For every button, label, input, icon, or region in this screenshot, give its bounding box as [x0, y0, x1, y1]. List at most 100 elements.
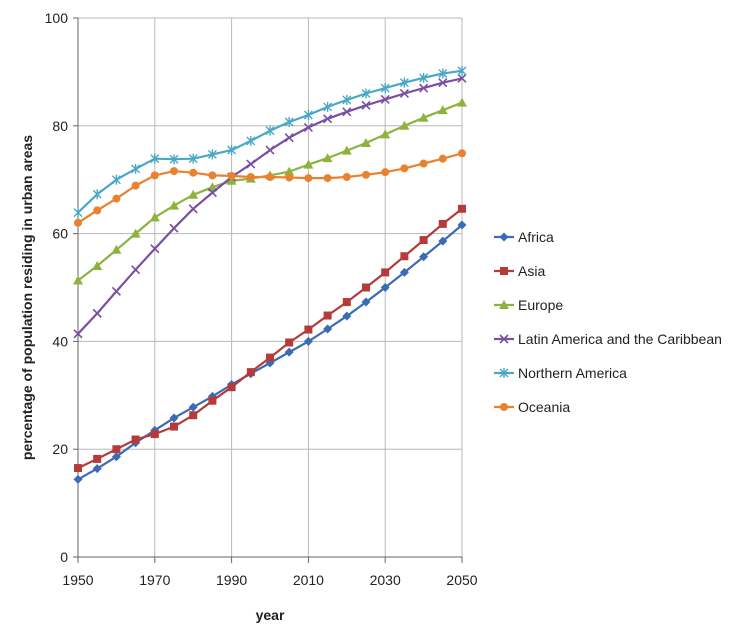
data-point-europe — [457, 97, 467, 107]
data-point-europe — [322, 153, 333, 163]
x-tick-label: 1990 — [216, 572, 247, 588]
data-point-europe — [284, 166, 295, 176]
legend-swatch-marker — [499, 232, 509, 242]
y-tick-label: 60 — [52, 226, 68, 242]
data-point-africa — [399, 267, 409, 277]
data-point-oceania — [458, 149, 466, 158]
data-point-northern-america — [188, 153, 198, 164]
data-point-northern-america — [399, 77, 409, 88]
series-northern-america — [73, 65, 467, 218]
legend: Africa Asia Europe Latin America and the Ca… — [494, 229, 722, 415]
data-point-africa — [111, 452, 121, 462]
data-point-europe — [207, 182, 218, 192]
data-point-asia — [150, 430, 159, 439]
legend-item-oceania: Oceania — [494, 399, 570, 415]
legend-swatch-marker — [499, 300, 509, 309]
data-point-latin-america-and-the-caribbean — [265, 145, 275, 155]
data-point-asia — [170, 422, 178, 431]
x-tick-label: 1970 — [139, 572, 170, 588]
data-point-northern-america — [131, 163, 141, 174]
data-point-northern-america — [284, 117, 294, 128]
data-point-northern-america — [342, 94, 352, 105]
axes: 0 20 40 60 80 100 1950 1970 1990 2010 2030 2050 — [45, 10, 478, 588]
data-point-africa — [188, 402, 198, 412]
legend-label: Europe — [518, 297, 563, 313]
data-point-europe — [169, 200, 179, 210]
grid — [78, 17, 463, 557]
data-point-latin-america-and-the-caribbean — [361, 100, 371, 110]
data-point-africa — [323, 324, 333, 334]
y-tick-label: 80 — [52, 118, 68, 134]
series-line-latin-america-and-the-caribbean — [77, 77, 463, 335]
data-point-oceania — [400, 164, 409, 173]
data-point-oceania — [74, 218, 82, 227]
series-layer — [73, 65, 467, 484]
data-point-northern-america — [227, 145, 237, 156]
data-point-africa — [169, 413, 179, 423]
data-point-northern-america — [457, 65, 467, 76]
data-point-northern-america — [419, 72, 429, 83]
data-point-europe — [149, 212, 160, 222]
data-point-europe — [437, 105, 448, 115]
legend-swatch-marker — [500, 403, 508, 411]
data-point-latin-america-and-the-caribbean — [111, 286, 121, 296]
data-point-latin-america-and-the-caribbean — [188, 204, 198, 214]
data-point-northern-america — [246, 135, 256, 146]
data-point-europe — [341, 145, 352, 155]
data-point-northern-america — [207, 149, 217, 160]
data-point-latin-america-and-the-caribbean — [399, 88, 409, 99]
series-latin-america-and-the-caribbean — [73, 73, 467, 339]
data-point-northern-america — [150, 153, 160, 164]
data-point-latin-america-and-the-caribbean — [419, 83, 429, 93]
data-point-latin-america-and-the-caribbean — [438, 78, 448, 88]
data-point-latin-america-and-the-caribbean — [131, 265, 141, 275]
data-point-asia — [74, 464, 82, 473]
series-oceania — [74, 149, 466, 227]
data-point-northern-america — [361, 88, 371, 99]
data-point-northern-america — [111, 174, 121, 185]
data-point-africa — [361, 297, 371, 307]
data-point-europe — [418, 112, 429, 122]
x-tick-label: 2010 — [293, 572, 324, 588]
data-point-africa — [380, 283, 390, 292]
data-point-latin-america-and-the-caribbean — [207, 188, 217, 198]
data-point-asia — [227, 383, 236, 392]
data-point-latin-america-and-the-caribbean — [457, 73, 467, 83]
data-point-northern-america — [265, 125, 275, 136]
data-point-africa — [303, 336, 313, 346]
data-point-latin-america-and-the-caribbean — [303, 122, 313, 132]
data-point-europe — [73, 275, 83, 285]
data-point-europe — [380, 129, 391, 139]
legend-item-africa: Africa — [494, 229, 554, 245]
data-point-asia — [112, 445, 121, 454]
legend-label: Latin America and the Caribbean — [518, 331, 722, 347]
data-point-asia — [342, 298, 351, 307]
x-tick-label: 1950 — [62, 572, 93, 588]
data-point-europe — [226, 175, 237, 185]
data-point-asia — [246, 368, 255, 377]
data-point-asia — [438, 219, 447, 228]
legend-item-latin-america-and-the-caribbean: Latin America and the Caribbean — [494, 331, 722, 347]
data-point-latin-america-and-the-caribbean — [246, 159, 256, 169]
data-point-oceania — [227, 171, 236, 180]
legend-swatch-marker — [500, 267, 508, 275]
data-point-oceania — [362, 170, 370, 179]
data-point-oceania — [189, 168, 198, 177]
data-point-latin-america-and-the-caribbean — [323, 114, 333, 124]
data-point-oceania — [246, 173, 255, 182]
data-point-oceania — [266, 173, 274, 182]
x-axis-title: year — [256, 607, 285, 623]
data-point-europe — [399, 120, 410, 130]
data-point-africa — [342, 311, 352, 321]
data-point-northern-america — [323, 101, 333, 112]
data-point-oceania — [304, 174, 313, 183]
series-line-asia — [77, 207, 463, 470]
legend-label: Oceania — [518, 399, 570, 415]
data-point-asia — [458, 204, 466, 213]
data-point-latin-america-and-the-caribbean — [73, 329, 83, 339]
data-point-asia — [266, 353, 274, 362]
data-point-northern-america — [169, 154, 179, 165]
data-point-oceania — [323, 174, 332, 183]
data-point-oceania — [150, 171, 159, 180]
data-point-oceania — [285, 173, 294, 182]
